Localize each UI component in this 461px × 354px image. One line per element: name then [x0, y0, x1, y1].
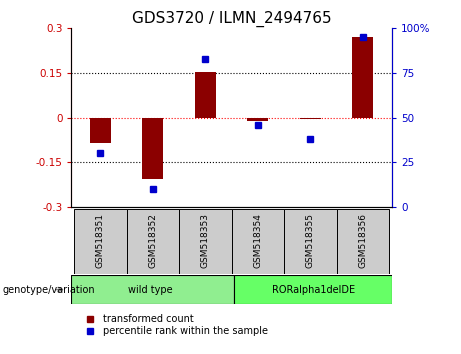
Legend: transformed count, percentile rank within the sample: transformed count, percentile rank withi…	[77, 310, 272, 340]
Bar	[142, 118, 163, 179]
Text: GSM518356: GSM518356	[359, 213, 367, 268]
Text: wild type: wild type	[128, 285, 172, 295]
Bar	[179, 209, 231, 274]
Bar	[195, 72, 216, 118]
Text: GSM518353: GSM518353	[201, 213, 210, 268]
Text: GSM518354: GSM518354	[254, 213, 262, 268]
Bar	[231, 209, 284, 274]
Text: GSM518355: GSM518355	[306, 213, 315, 268]
Text: genotype/variation: genotype/variation	[2, 285, 95, 295]
Bar	[90, 118, 111, 143]
Text: GSM518351: GSM518351	[96, 213, 105, 268]
Bar	[127, 209, 179, 274]
Bar	[234, 275, 392, 304]
Title: GDS3720 / ILMN_2494765: GDS3720 / ILMN_2494765	[132, 11, 331, 27]
Bar	[71, 275, 234, 304]
Bar	[284, 209, 337, 274]
Text: GSM518352: GSM518352	[148, 213, 157, 268]
Bar	[337, 209, 389, 274]
Bar	[353, 37, 373, 118]
Bar	[300, 118, 321, 119]
Bar	[74, 209, 127, 274]
Text: RORalpha1delDE: RORalpha1delDE	[272, 285, 355, 295]
Bar	[248, 118, 268, 121]
